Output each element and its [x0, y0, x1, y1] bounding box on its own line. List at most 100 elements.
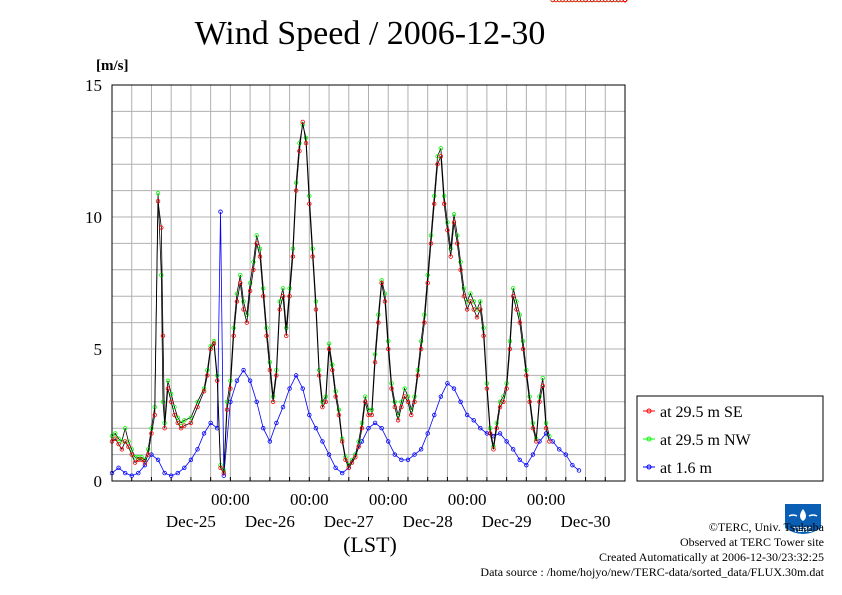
data-point	[395, 412, 401, 418]
data-point	[313, 307, 319, 312]
data-point	[514, 307, 519, 312]
data-point	[438, 394, 444, 399]
data-point	[510, 286, 516, 291]
series-line	[111, 211, 580, 477]
data-point	[333, 389, 338, 394]
legend-swatch-point	[646, 464, 652, 470]
data-point	[507, 346, 513, 352]
source-text: Data source : /home/hojyo/new/TERC-data/…	[480, 565, 824, 579]
x-tick-label: 00:00	[448, 490, 487, 509]
data-point	[445, 220, 450, 225]
data-point	[557, 0, 562, 3]
data-point	[524, 367, 529, 373]
data-point	[261, 426, 266, 431]
data-point	[432, 201, 437, 206]
plot-frame	[111, 84, 626, 482]
data-point	[228, 386, 233, 391]
data-point	[129, 473, 134, 478]
data-point	[455, 241, 460, 246]
legend-swatch-point	[646, 436, 652, 442]
data-point	[168, 399, 174, 404]
data-point	[132, 460, 138, 465]
data-point	[307, 201, 312, 206]
data-point	[524, 462, 529, 468]
data-point	[205, 373, 210, 378]
data-point	[303, 140, 309, 146]
data-point	[471, 418, 476, 423]
data-point	[254, 241, 259, 246]
data-point	[339, 470, 345, 476]
data-point	[208, 420, 213, 426]
data-point	[497, 404, 503, 410]
data-point	[517, 320, 522, 325]
data-point	[320, 404, 325, 410]
data-point	[310, 254, 315, 259]
data-point	[162, 470, 167, 476]
data-point	[376, 312, 381, 317]
data-point	[152, 412, 157, 418]
data-point	[247, 378, 253, 383]
data-point	[405, 457, 411, 463]
data-point	[326, 452, 332, 457]
data-point	[461, 294, 467, 299]
data-point	[277, 307, 282, 312]
data-point	[231, 333, 236, 338]
x-tick-labels: 00:00 00:00 00:00 00:00 00:00 Dec-25 Dec-26 Dec…	[166, 490, 611, 531]
data-point	[455, 233, 460, 238]
data-point	[155, 191, 161, 196]
data-point	[160, 399, 166, 404]
data-point	[238, 272, 243, 278]
data-point	[422, 312, 427, 317]
data-point	[392, 404, 398, 410]
data-point	[257, 254, 263, 259]
x-day-label: Dec-29	[482, 512, 532, 531]
data-point	[274, 420, 279, 426]
data-point	[487, 431, 493, 436]
data-point	[425, 280, 430, 286]
data-point	[418, 346, 424, 352]
data-point	[159, 225, 164, 230]
data-point	[474, 315, 480, 320]
data-point	[405, 399, 411, 404]
data-point	[386, 439, 391, 444]
data-point	[178, 426, 184, 431]
data-point	[418, 338, 424, 344]
data-point	[195, 404, 200, 410]
data-point	[251, 267, 256, 272]
data-point	[557, 447, 562, 452]
data-point	[540, 383, 545, 389]
data-point	[287, 286, 292, 291]
data-point	[297, 148, 302, 154]
data-point	[543, 426, 549, 431]
data-point	[333, 394, 338, 399]
data-point	[412, 452, 417, 457]
data-point	[471, 307, 476, 312]
data-point	[517, 457, 522, 463]
data-point	[563, 0, 569, 3]
data-point	[530, 426, 536, 431]
data-point	[501, 394, 506, 399]
data-point	[224, 399, 230, 404]
x-day-label: Dec-25	[166, 512, 216, 531]
data-point	[386, 346, 391, 352]
data-point	[428, 233, 434, 238]
data-point	[415, 373, 421, 378]
data-point	[270, 399, 276, 404]
data-point	[589, 0, 595, 3]
observed-text: Observed at TERC Tower site	[679, 535, 824, 549]
data-point	[188, 457, 194, 463]
legend-label: at 29.5 m SE	[660, 404, 743, 421]
data-point	[330, 367, 335, 373]
data-point	[537, 394, 542, 399]
legend-label: at 1.6 m	[660, 460, 713, 477]
data-point	[165, 378, 171, 383]
data-point	[402, 394, 407, 399]
legend-label: at 29.5 m NW	[660, 432, 752, 449]
data-point	[599, 0, 605, 3]
data-point	[182, 423, 187, 428]
data-point	[363, 399, 368, 404]
data-point	[208, 346, 213, 352]
data-point	[126, 444, 131, 449]
data-point	[386, 338, 391, 344]
